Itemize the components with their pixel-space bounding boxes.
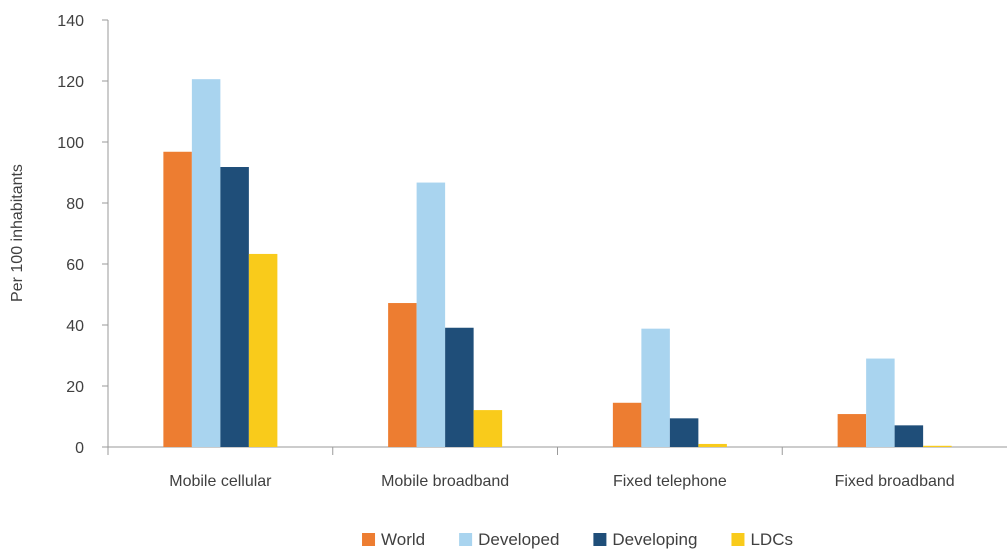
bar-developed — [191, 79, 221, 448]
legend-swatch — [731, 533, 745, 546]
y-tick-label: 80 — [66, 196, 84, 213]
y-axis: 0 20 40 60 80 100 120 140 Per 100 inhabitants — [9, 13, 109, 457]
legend-swatch — [459, 533, 473, 546]
legend-swatch — [362, 533, 376, 546]
bar-world — [837, 414, 867, 447]
y-tick-label: 140 — [57, 13, 84, 30]
bar-ldcs — [473, 410, 503, 447]
x-tick-label: Mobile cellular — [169, 473, 272, 490]
y-axis-title: Per 100 inhabitants — [9, 164, 26, 302]
bar-developed — [641, 328, 670, 447]
y-tick-label: 0 — [75, 440, 84, 457]
bar-developed — [416, 182, 446, 447]
legend-item: Developing — [593, 530, 697, 549]
y-tick-label: 100 — [57, 135, 84, 152]
bar-world — [388, 303, 417, 447]
x-axis: Mobile cellular Mobile broadband Fixed tel… — [107, 446, 1007, 490]
x-tick-label: Fixed broadband — [835, 473, 955, 490]
bar-ldcs — [248, 253, 278, 447]
y-tick-label: 40 — [66, 318, 84, 335]
legend-label: World — [381, 530, 425, 549]
y-tick-label: 120 — [57, 74, 84, 91]
legend-item: World — [362, 530, 425, 549]
legend-item: Developed — [459, 530, 559, 549]
bar-ldcs — [923, 445, 952, 447]
legend-label: Developing — [612, 530, 697, 549]
bar-developing — [894, 425, 924, 447]
y-axis-ticks: 0 20 40 60 80 100 120 140 — [57, 13, 108, 457]
legend-swatch — [593, 533, 607, 546]
y-tick-label: 60 — [66, 257, 84, 274]
bar-world — [163, 151, 192, 447]
bar-developing — [669, 418, 699, 447]
x-tick-label: Mobile broadband — [381, 473, 509, 490]
x-tick-label: Fixed telephone — [613, 473, 727, 490]
bars — [163, 79, 952, 448]
y-tick-label: 20 — [66, 379, 84, 396]
bar-world — [612, 402, 642, 447]
bar-ldcs — [698, 443, 727, 447]
x-axis-ticks: Mobile cellular Mobile broadband Fixed tel… — [107, 447, 955, 490]
legend-item: LDCs — [731, 530, 793, 549]
bar-developing — [220, 167, 249, 447]
legend-label: Developed — [478, 530, 559, 549]
legend-label: LDCs — [750, 530, 793, 549]
legend: World Developed Developing LDCs — [362, 530, 793, 549]
bar-developing — [445, 327, 474, 447]
bar-developed — [866, 358, 895, 447]
